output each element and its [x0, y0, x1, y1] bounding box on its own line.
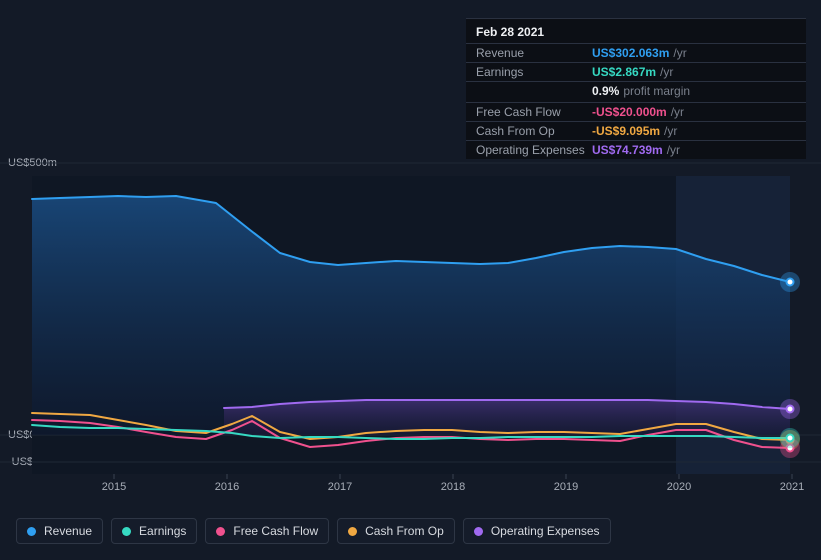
legend-swatch: [348, 527, 357, 536]
tooltip-value: -US$9.095m: [592, 124, 660, 138]
tooltip-suffix: /yr: [673, 46, 686, 60]
tooltip-suffix: /yr: [667, 143, 680, 157]
legend-label: Cash From Op: [365, 524, 444, 538]
tooltip-row-margin: 0.9% profit margin: [466, 82, 806, 103]
hover-tooltip: Feb 28 2021 Revenue US$302.063m /yr Earn…: [466, 18, 806, 159]
tooltip-value: US$302.063m: [592, 46, 669, 60]
tooltip-label: Free Cash Flow: [476, 105, 592, 119]
tooltip-label: Cash From Op: [476, 124, 592, 138]
legend-label: Operating Expenses: [491, 524, 600, 538]
tooltip-value: -US$20.000m: [592, 105, 667, 119]
legend-item-free-cash-flow[interactable]: Free Cash Flow: [205, 518, 329, 544]
x-axis: 2015 2016 2017 2018 2019 2020 2021: [16, 475, 806, 505]
legend-label: Earnings: [139, 524, 186, 538]
chart-legend: Revenue Earnings Free Cash Flow Cash From O…: [16, 518, 611, 544]
legend-swatch: [474, 527, 483, 536]
tooltip-label: Revenue: [476, 46, 592, 60]
x-axis-tick: 2021: [780, 481, 804, 493]
tooltip-margin-pct: 0.9%: [592, 84, 619, 98]
x-axis-tick: 2018: [441, 481, 465, 493]
legend-swatch: [27, 527, 36, 536]
tooltip-margin-text: profit margin: [623, 84, 690, 98]
x-axis-tick: 2017: [328, 481, 352, 493]
tooltip-value: US$74.739m: [592, 143, 663, 157]
x-axis-tick: 2016: [215, 481, 239, 493]
tooltip-row-revenue: Revenue US$302.063m /yr: [466, 44, 806, 63]
legend-item-cash-from-op[interactable]: Cash From Op: [337, 518, 455, 544]
legend-item-earnings[interactable]: Earnings: [111, 518, 197, 544]
tooltip-row-fcf: Free Cash Flow -US$20.000m /yr: [466, 103, 806, 122]
x-axis-tick: 2020: [667, 481, 691, 493]
tooltip-suffix: /yr: [671, 105, 684, 119]
tooltip-value: US$2.867m: [592, 65, 656, 79]
tooltip-suffix: /yr: [660, 65, 673, 79]
tooltip-suffix: /yr: [664, 124, 677, 138]
tooltip-row-opex: Operating Expenses US$74.739m /yr: [466, 141, 806, 159]
legend-label: Revenue: [44, 524, 92, 538]
legend-item-revenue[interactable]: Revenue: [16, 518, 103, 544]
legend-swatch: [216, 527, 225, 536]
tooltip-label: Earnings: [476, 65, 592, 79]
tooltip-label: Operating Expenses: [476, 143, 592, 157]
legend-label: Free Cash Flow: [233, 524, 318, 538]
tooltip-row-cfo: Cash From Op -US$9.095m /yr: [466, 122, 806, 141]
legend-swatch: [122, 527, 131, 536]
chart-container: Feb 28 2021 Revenue US$302.063m /yr Earn…: [0, 0, 821, 560]
tooltip-row-earnings: Earnings US$2.867m /yr: [466, 63, 806, 82]
tooltip-date: Feb 28 2021: [466, 19, 806, 44]
x-axis-tick: 2019: [554, 481, 578, 493]
x-axis-tick: 2015: [102, 481, 126, 493]
legend-item-operating-expenses[interactable]: Operating Expenses: [463, 518, 611, 544]
